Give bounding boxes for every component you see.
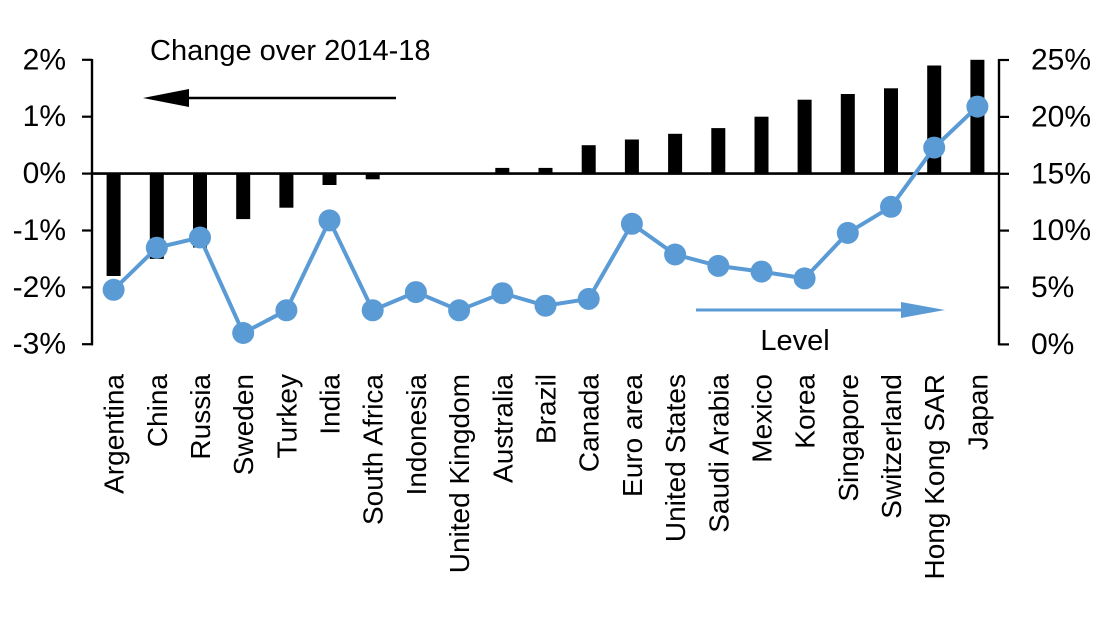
- bar-united-states: [668, 133, 683, 174]
- bar-series-annotation-label: Change over 2014-18: [150, 35, 431, 67]
- bar-annotation-left-arrowhead-icon: [143, 89, 189, 107]
- level-marker-russia: [189, 226, 211, 249]
- bar-saudi-arabia: [711, 128, 726, 174]
- right-axis-tick-label: 20%: [1031, 100, 1091, 133]
- category-label-india: India: [315, 374, 346, 435]
- right-axis-tick-label: 10%: [1031, 214, 1091, 247]
- category-label-japan: Japan: [962, 374, 993, 450]
- category-label-canada: Canada: [574, 374, 605, 473]
- level-marker-singapore: [836, 221, 859, 244]
- category-label-south-africa: South Africa: [358, 374, 389, 525]
- bar-turkey: [279, 173, 294, 208]
- category-label-indonesia: Indonesia: [401, 374, 432, 496]
- right-axis-tick-label: 25%: [1031, 44, 1091, 77]
- bar-switzerland: [884, 88, 898, 174]
- line-series-annotation-label: Level: [760, 325, 830, 357]
- level-marker-euro-area: [620, 212, 643, 235]
- level-marker-sweden: [232, 322, 255, 344]
- level-marker-canada: [577, 287, 600, 310]
- right-axis-tick-label: 15%: [1031, 157, 1091, 190]
- category-label-singapore: Singapore: [833, 374, 864, 502]
- bar-india: [322, 173, 337, 185]
- category-label-euro-area: Euro area: [617, 374, 648, 497]
- level-marker-china: [145, 236, 168, 259]
- level-marker-japan: [966, 95, 989, 118]
- right-axis-tick-label: 5%: [1031, 271, 1074, 304]
- level-marker-hong-kong-sar: [923, 136, 946, 159]
- category-label-mexico: Mexico: [747, 374, 778, 463]
- left-axis-tick-label: -3%: [13, 328, 66, 361]
- left-axis-tick-label: -2%: [13, 271, 66, 304]
- bar-euro-area: [624, 139, 639, 174]
- left-axis-tick-label: 2%: [23, 43, 66, 76]
- category-label-russia: Russia: [185, 374, 216, 460]
- left-axis-tick-label: 1%: [23, 100, 66, 133]
- category-label-hong-kong-sar: Hong Kong SAR: [919, 374, 950, 579]
- category-label-argentina: Argentina: [99, 374, 130, 494]
- level-marker-argentina: [102, 278, 125, 301]
- bar-south-africa: [365, 173, 380, 180]
- left-axis-tick-label: -1%: [13, 214, 66, 247]
- category-label-united-states: United States: [660, 374, 691, 542]
- bar-korea: [797, 99, 812, 174]
- bar-australia: [495, 167, 510, 174]
- category-label-united-kingdom: United Kingdom: [444, 374, 475, 573]
- category-label-australia: Australia: [487, 374, 518, 483]
- bar-brazil: [538, 167, 553, 174]
- level-marker-turkey: [275, 299, 298, 322]
- level-marker-saudi-arabia: [707, 254, 730, 277]
- category-label-switzerland: Switzerland: [876, 374, 907, 519]
- level-marker-south-africa: [361, 299, 384, 322]
- bar-canada: [581, 145, 596, 174]
- level-marker-united-kingdom: [448, 299, 471, 322]
- category-label-turkey: Turkey: [271, 374, 302, 459]
- category-label-china: China: [142, 374, 173, 448]
- level-marker-mexico: [750, 260, 773, 283]
- category-label-saudi-arabia: Saudi Arabia: [703, 374, 734, 533]
- level-marker-indonesia: [404, 281, 427, 304]
- bar-mexico: [754, 116, 769, 174]
- level-marker-korea: [793, 267, 816, 290]
- bar-sweden: [236, 173, 251, 220]
- right-axis-tick-label: 0%: [1031, 328, 1074, 361]
- bar-argentina: [106, 173, 121, 276]
- category-label-brazil: Brazil: [531, 374, 562, 444]
- level-marker-united-states: [664, 243, 687, 266]
- line-annotation-right-arrowhead-icon: [901, 302, 945, 318]
- level-marker-australia: [491, 282, 514, 305]
- bar-singapore: [840, 94, 855, 174]
- category-label-sweden: Sweden: [228, 374, 259, 475]
- left-axis-tick-label: 0%: [23, 157, 66, 190]
- category-label-korea: Korea: [790, 374, 821, 449]
- level-marker-brazil: [534, 294, 557, 317]
- level-marker-india: [318, 209, 341, 232]
- level-marker-switzerland: [880, 195, 902, 218]
